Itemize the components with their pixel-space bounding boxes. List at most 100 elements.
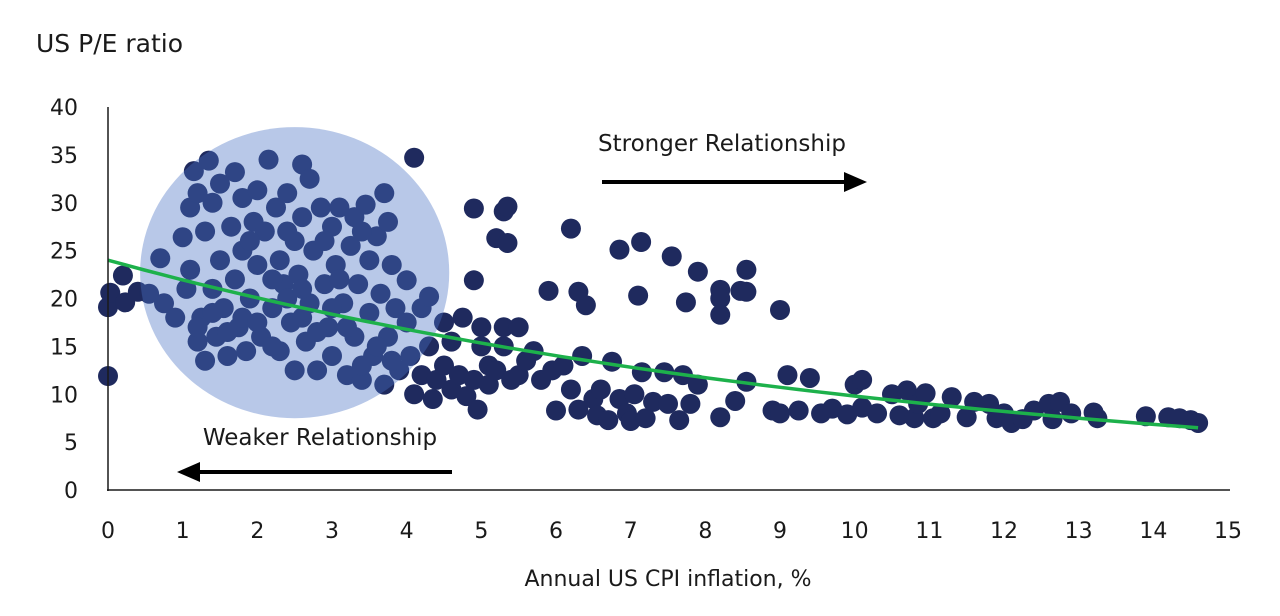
data-point [292, 207, 313, 228]
y-tick-label: 30 [50, 192, 78, 217]
data-point [1061, 403, 1082, 424]
y-tick-label: 0 [64, 479, 78, 504]
data-point [710, 304, 731, 325]
data-point [385, 298, 406, 319]
x-tick-label: 4 [400, 519, 414, 544]
data-point [247, 254, 268, 275]
data-point [224, 269, 245, 290]
data-point [310, 197, 331, 218]
data-point [139, 283, 160, 304]
data-point [224, 162, 245, 183]
data-point [348, 274, 369, 295]
x-tick-label: 0 [101, 519, 115, 544]
x-tick-label: 8 [698, 519, 712, 544]
data-point [277, 221, 298, 242]
data-point [635, 408, 656, 429]
data-point [262, 269, 283, 290]
data-point [441, 331, 462, 352]
data-point [396, 270, 417, 291]
data-point [497, 196, 518, 217]
data-point [404, 147, 425, 168]
data-point [195, 221, 216, 242]
y-tick-label: 20 [50, 288, 78, 313]
data-point [896, 380, 917, 401]
x-tick-label: 9 [773, 519, 787, 544]
data-point [419, 336, 440, 357]
data-point [247, 312, 268, 333]
data-point [183, 161, 204, 182]
data-point [370, 283, 391, 304]
data-point [217, 345, 238, 366]
data-point [463, 270, 484, 291]
data-point [669, 410, 690, 431]
chart-title: US P/E ratio [36, 29, 183, 58]
data-point [631, 232, 652, 253]
data-point [187, 183, 208, 204]
annotation-weaker: Weaker Relationship [203, 425, 437, 451]
data-point [471, 336, 492, 357]
data-point [195, 350, 216, 371]
data-point [165, 307, 186, 328]
data-point [1042, 409, 1063, 430]
arrow-left-icon [177, 462, 452, 482]
data-point [493, 317, 514, 338]
data-point [915, 383, 936, 404]
x-tick-label: 10 [841, 519, 869, 544]
data-point [736, 281, 757, 302]
x-tick-label: 12 [990, 519, 1018, 544]
data-point [575, 295, 596, 316]
data-point [456, 386, 477, 407]
data-point [180, 259, 201, 280]
x-tick-label: 11 [915, 519, 943, 544]
data-point [643, 391, 664, 412]
y-tick-label: 40 [50, 96, 78, 121]
data-point [710, 407, 731, 428]
y-tick-label: 5 [64, 431, 78, 456]
y-tick-label: 15 [50, 335, 78, 360]
data-point [799, 367, 820, 388]
data-point [381, 350, 402, 371]
data-point [374, 374, 395, 395]
data-point [471, 317, 492, 338]
data-point [546, 400, 566, 421]
annotation-stronger: Stronger Relationship [598, 131, 846, 157]
data-point [486, 360, 507, 381]
data-point [572, 345, 593, 366]
data-point [404, 384, 425, 405]
data-point [956, 407, 977, 428]
data-point [299, 168, 320, 189]
data-point [422, 389, 443, 410]
data-point [941, 387, 962, 408]
data-point [631, 362, 652, 383]
data-point [930, 403, 951, 424]
data-point [788, 400, 809, 421]
data-point [1135, 406, 1156, 427]
x-tick-label: 5 [474, 519, 488, 544]
x-tick-label: 6 [549, 519, 563, 544]
data-point [176, 278, 197, 299]
data-point [463, 198, 484, 219]
data-point [202, 192, 223, 213]
data-point [329, 197, 350, 218]
data-point [624, 384, 645, 405]
data-point [837, 404, 858, 425]
highlight-circle [140, 127, 450, 419]
data-point [434, 355, 454, 376]
data-point [292, 278, 313, 299]
data-point [609, 239, 630, 260]
data-point [232, 187, 253, 208]
data-point [400, 345, 421, 366]
data-point [329, 269, 350, 290]
x-tick-label: 7 [624, 519, 638, 544]
data-point [867, 403, 888, 424]
data-point [560, 379, 581, 400]
data-point [687, 374, 708, 395]
x-axis-label: Annual US CPI inflation, % [524, 567, 811, 592]
data-point [434, 312, 454, 333]
data-point [112, 265, 133, 286]
data-point [340, 235, 361, 256]
y-tick-label: 25 [50, 240, 78, 265]
data-point [266, 197, 286, 218]
data-point [658, 393, 678, 414]
x-tick-label: 13 [1065, 519, 1093, 544]
